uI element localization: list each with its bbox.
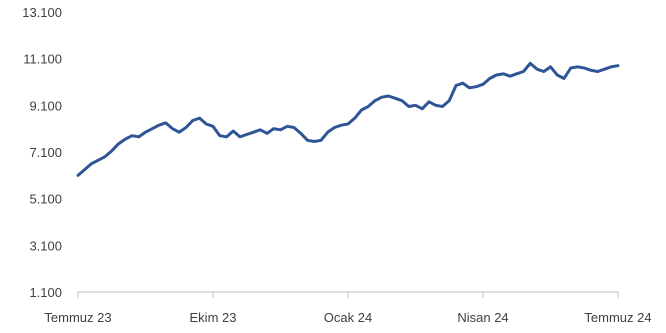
y-tick-label: 13.100 xyxy=(22,5,62,20)
y-tick-label: 7.100 xyxy=(29,145,62,160)
y-axis-tick-labels: 1.100 3.100 5.100 7.100 9.100 11.100 13.100 xyxy=(22,5,62,300)
plot-series xyxy=(76,61,620,177)
y-tick-label: 9.100 xyxy=(29,98,62,113)
y-tick-label: 1.100 xyxy=(29,285,62,300)
x-tick-label: Temmuz 24 xyxy=(584,310,651,325)
x-tick-label: Ocak 24 xyxy=(324,310,372,325)
y-tick-label: 5.100 xyxy=(29,192,62,207)
x-tick-label: Nisan 24 xyxy=(457,310,508,325)
y-tick-label: 11.100 xyxy=(23,52,62,67)
x-tick-label: Temmuz 23 xyxy=(44,310,111,325)
y-tick-label: 3.100 xyxy=(29,238,62,253)
x-axis-tick-labels: Temmuz 23 Ekim 23 Ocak 24 Nisan 24 Temmuz 24 xyxy=(44,310,651,325)
x-tick-label: Ekim 23 xyxy=(190,310,237,325)
x-axis-ticks xyxy=(77,292,619,298)
series-line xyxy=(76,61,620,177)
